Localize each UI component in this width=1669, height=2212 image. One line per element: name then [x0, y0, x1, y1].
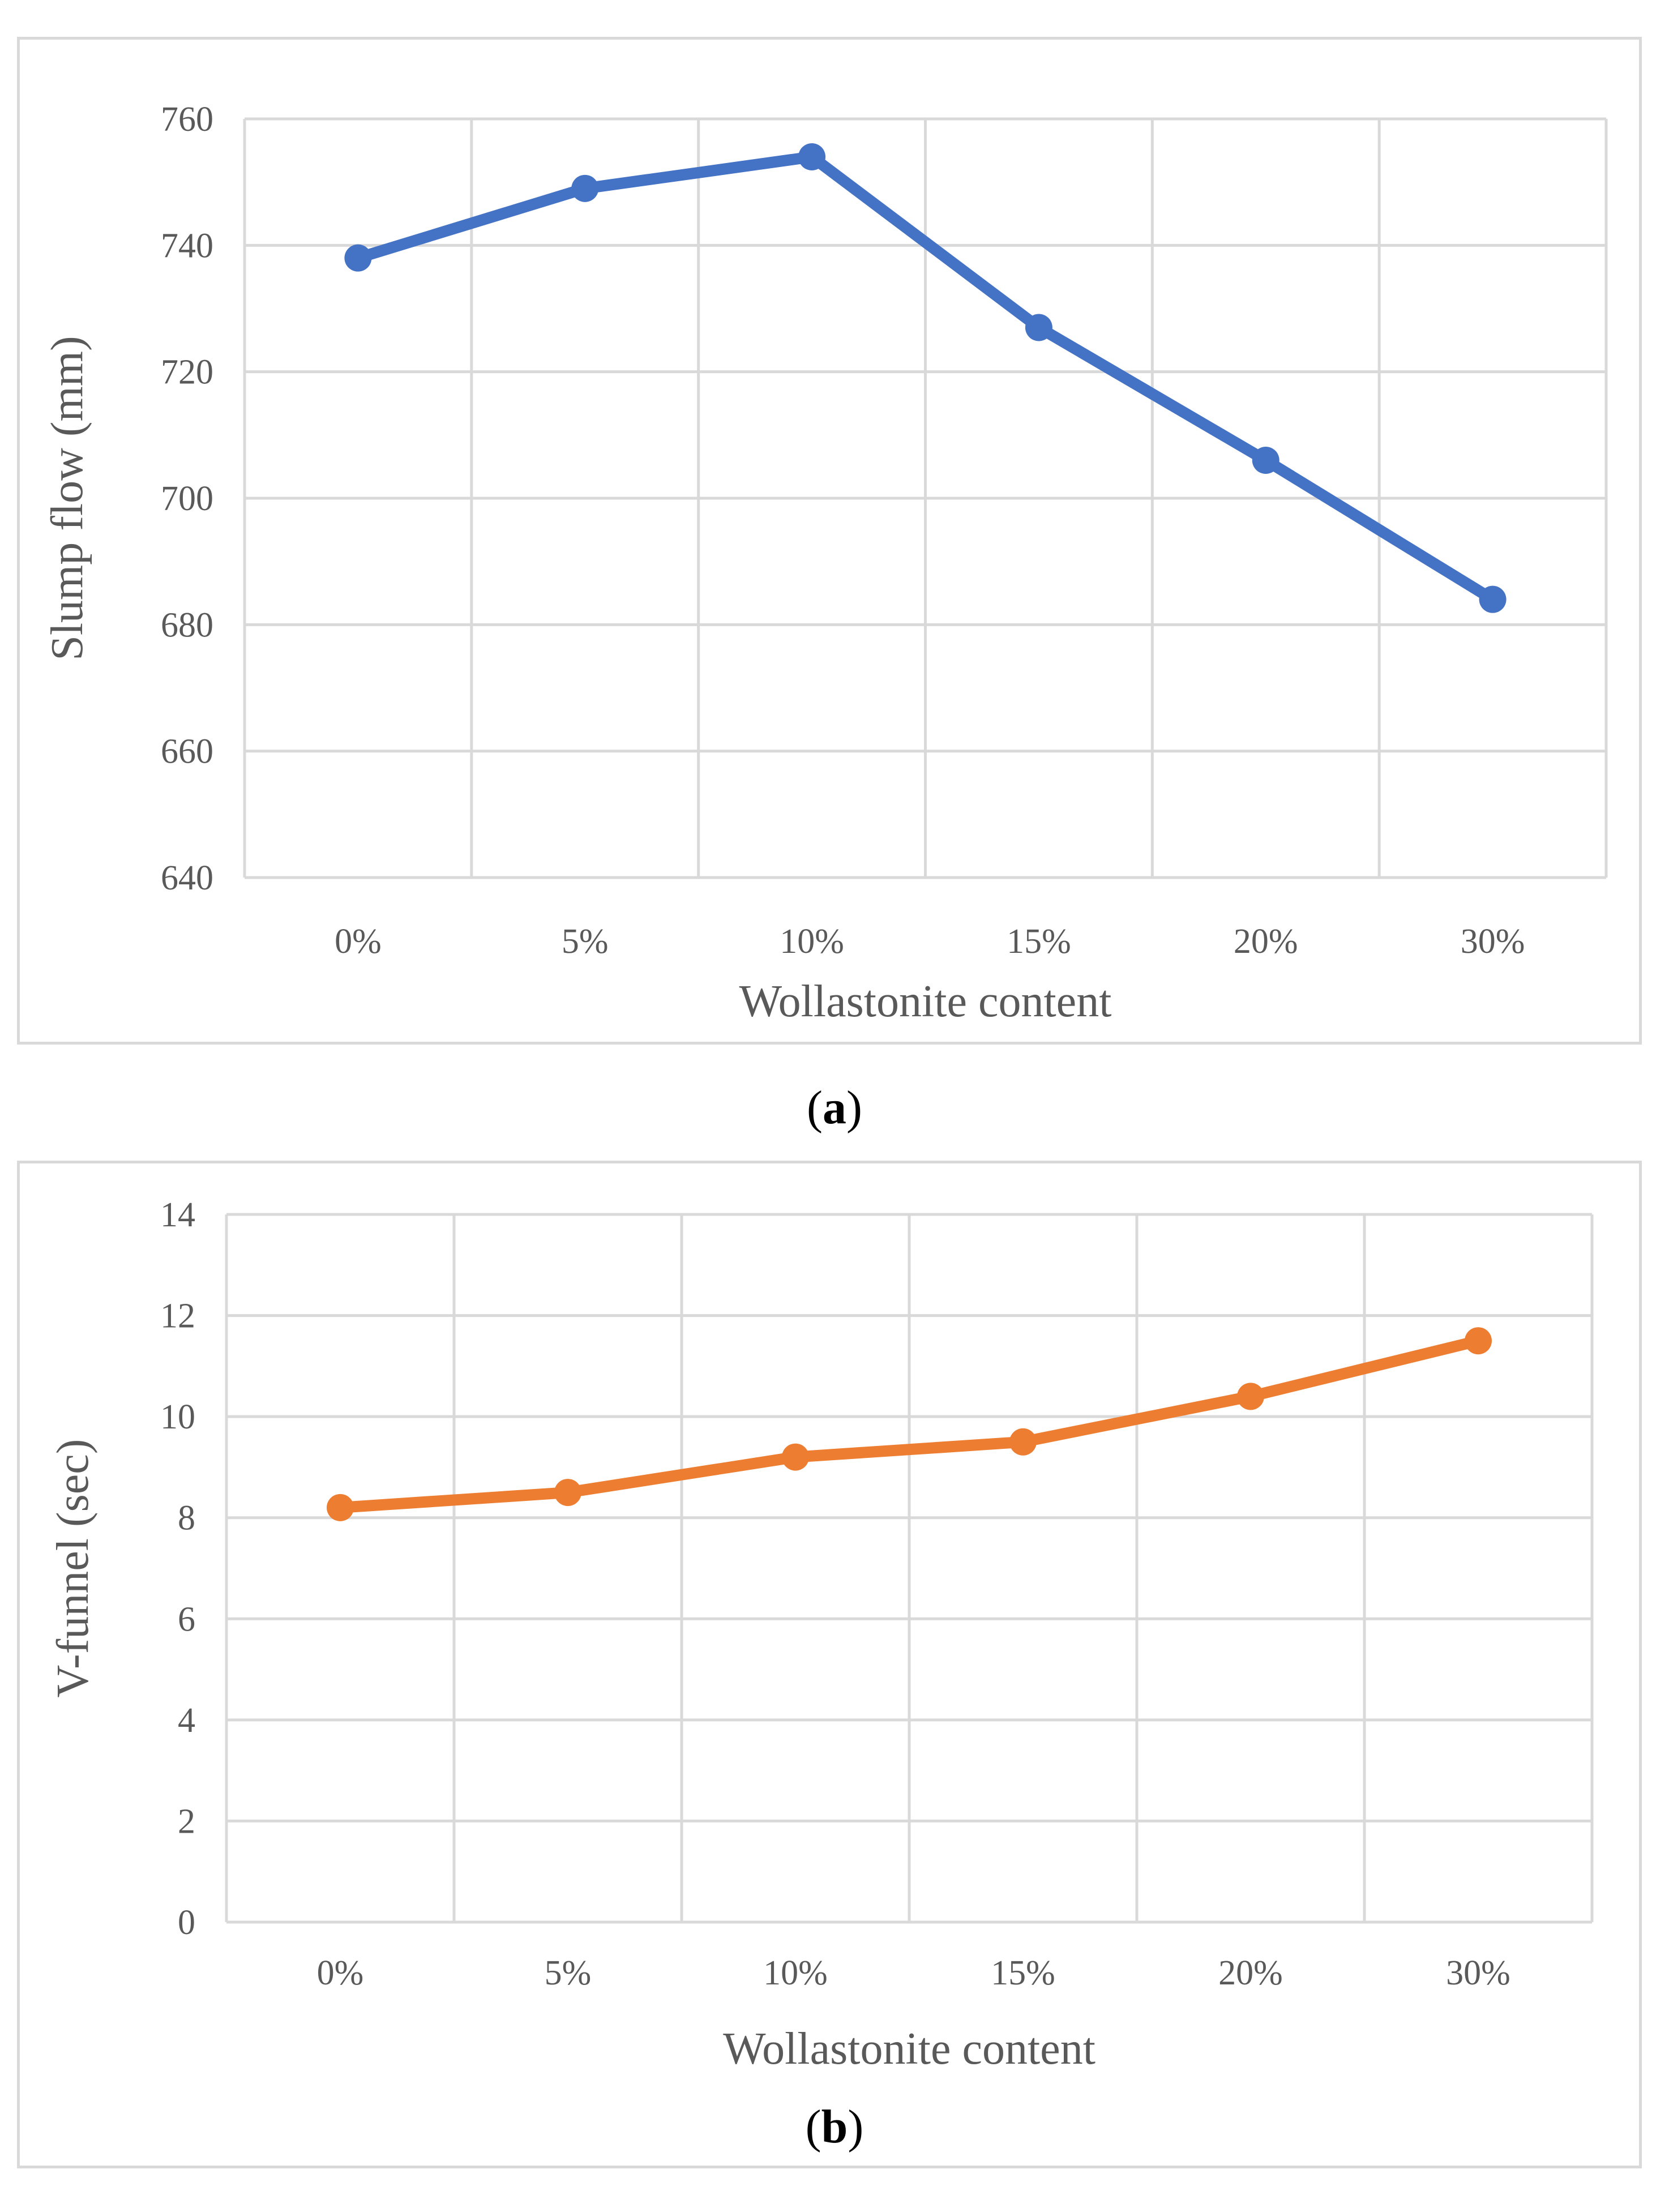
x-tick-label: 20% — [1234, 922, 1298, 961]
y-tick-label: 640 — [161, 859, 213, 897]
data-point — [782, 1443, 809, 1471]
x-tick-label: 30% — [1461, 922, 1525, 961]
data-point — [1479, 585, 1507, 613]
y-tick-label: 6 — [178, 1600, 195, 1638]
x-tick-label: 15% — [1007, 922, 1071, 961]
y-tick-label: 740 — [161, 226, 213, 265]
x-tick-label: 0% — [335, 922, 382, 961]
y-tick-label: 14 — [160, 1196, 195, 1234]
y-tick-label: 10 — [160, 1398, 195, 1436]
caption-a: (a) — [807, 1081, 862, 1134]
x-tick-label: 30% — [1446, 1954, 1510, 1992]
caption-b-label: b — [821, 2100, 848, 2153]
x-tick-label: 0% — [317, 1954, 364, 1992]
data-point — [571, 174, 599, 202]
data-point — [1025, 314, 1052, 341]
series-line — [335, 1335, 1484, 1513]
x-axis-title: Wollastonite content — [739, 977, 1112, 1026]
slump-flow-chart: 640 660 680 700 720 740 760 0% 5% 10% 15% 20% 30% Wol… — [42, 100, 1608, 1026]
x-tick-label: 5% — [562, 922, 609, 961]
v-funnel-chart: 0 2 4 6 8 10 12 14 0% 5% 10% 15% 20% 30% Wollastonite … — [48, 1196, 1594, 2074]
y-tick-label: 8 — [178, 1499, 195, 1538]
x-tick-label: 20% — [1218, 1954, 1283, 1992]
y-axis-title: Slump flow (mm) — [42, 336, 92, 660]
y-tick-label: 660 — [161, 733, 213, 771]
y-tick-label: 12 — [160, 1297, 195, 1336]
y-tick-label: 720 — [161, 353, 213, 392]
data-point — [798, 143, 826, 170]
data-point — [1009, 1428, 1037, 1456]
caption-b: (b) — [805, 2100, 864, 2153]
y-axis-title: V-funnel (sec) — [48, 1439, 98, 1698]
x-tick-label: 15% — [991, 1954, 1055, 1992]
data-point — [554, 1479, 581, 1507]
x-tick-label: 10% — [763, 1954, 828, 1992]
x-tick-label: 10% — [780, 922, 844, 961]
data-point — [1252, 447, 1279, 474]
y-tick-label: 700 — [161, 480, 213, 518]
series-line — [352, 151, 1499, 605]
chart-panel-a: 640 660 680 700 720 740 760 0% 5% 10% 15% 20% 30% Wol… — [17, 37, 1642, 1045]
x-axis-title: Wollastonite content — [723, 2024, 1095, 2074]
caption-a-label: a — [823, 1081, 846, 1134]
y-tick-label: 4 — [178, 1701, 195, 1740]
y-tick-label: 2 — [178, 1802, 195, 1841]
chart-panel-b: 0 2 4 6 8 10 12 14 0% 5% 10% 15% 20% 30% Wollastonite … — [17, 1161, 1642, 2168]
data-point — [1465, 1327, 1492, 1355]
data-point — [1237, 1383, 1264, 1410]
data-point — [344, 244, 372, 272]
data-point — [327, 1494, 354, 1521]
y-tick-label: 680 — [161, 606, 213, 644]
y-tick-label: 760 — [161, 100, 213, 139]
x-tick-label: 5% — [545, 1954, 592, 1992]
y-tick-label: 0 — [178, 1903, 195, 1942]
